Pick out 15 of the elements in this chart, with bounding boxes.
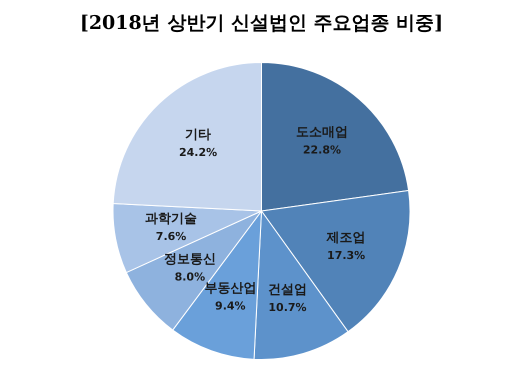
data-label: 24.2%: [178, 146, 218, 160]
slice-label: 기타: [185, 128, 212, 143]
slice-label: 정보통신: [164, 252, 216, 268]
slice-label: 부동산업: [204, 281, 256, 296]
slice-label: 건설업: [268, 282, 307, 298]
data-label: 22.8%: [302, 143, 342, 156]
slice-label: 제조업: [326, 230, 366, 246]
chart-title: [2018년 상반기 신설법인 주요업종 비중]: [78, 11, 444, 36]
data-label: 10.7%: [268, 301, 307, 314]
data-label: 8.0%: [174, 270, 206, 284]
data-label: 9.4%: [215, 299, 246, 312]
slice-label: 도소매업: [296, 124, 348, 140]
data-label: 7.6%: [156, 230, 186, 244]
slice-label: 과학기술: [145, 212, 198, 227]
data-label: 17.3%: [327, 249, 366, 262]
